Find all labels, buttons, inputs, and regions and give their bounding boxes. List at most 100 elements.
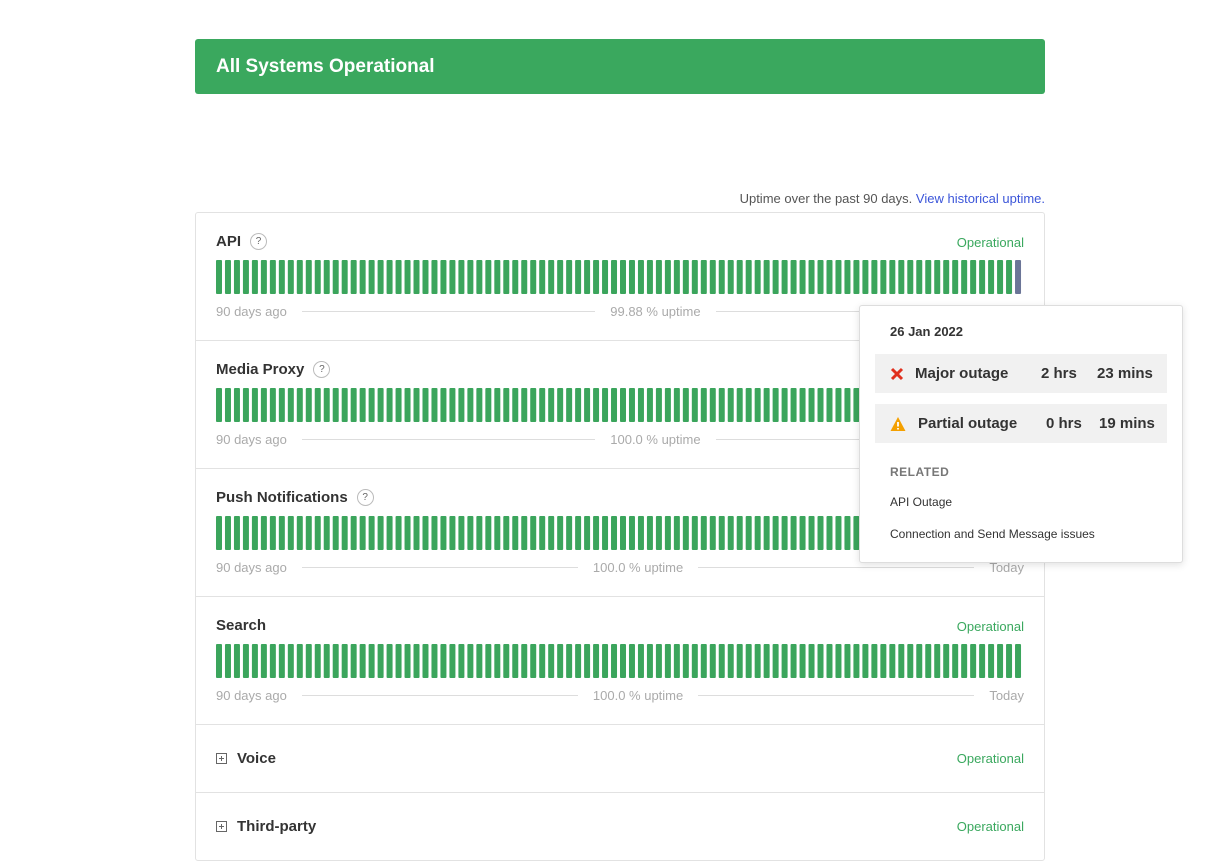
day-bar[interactable]	[611, 516, 618, 550]
day-bar[interactable]	[943, 644, 950, 678]
day-bar[interactable]	[287, 516, 294, 550]
day-bar[interactable]	[664, 644, 671, 678]
day-bar[interactable]	[673, 388, 680, 422]
day-bar[interactable]	[1006, 260, 1013, 294]
day-bar[interactable]	[916, 260, 923, 294]
day-bar[interactable]	[943, 260, 950, 294]
day-bar[interactable]	[691, 260, 698, 294]
day-bar[interactable]	[386, 516, 393, 550]
day-bar[interactable]	[449, 260, 456, 294]
day-bar[interactable]	[413, 644, 420, 678]
day-bar[interactable]	[386, 388, 393, 422]
day-bar[interactable]	[727, 644, 734, 678]
day-bar[interactable]	[709, 516, 716, 550]
day-bar[interactable]	[233, 260, 240, 294]
day-bar[interactable]	[314, 388, 321, 422]
day-bar[interactable]	[350, 516, 357, 550]
day-bar[interactable]	[458, 644, 465, 678]
day-bar[interactable]	[763, 388, 770, 422]
day-bar[interactable]	[790, 644, 797, 678]
day-bar[interactable]	[476, 516, 483, 550]
day-bar[interactable]	[359, 260, 366, 294]
day-bar[interactable]	[503, 388, 510, 422]
day-bar[interactable]	[584, 644, 591, 678]
day-bar[interactable]	[575, 260, 582, 294]
day-bar[interactable]	[584, 516, 591, 550]
day-bar[interactable]	[323, 388, 330, 422]
day-bar[interactable]	[772, 388, 779, 422]
day-bar[interactable]	[575, 644, 582, 678]
day-bar[interactable]	[700, 516, 707, 550]
day-bar[interactable]	[718, 260, 725, 294]
day-bar[interactable]	[332, 260, 339, 294]
day-bar[interactable]	[503, 516, 510, 550]
day-bar[interactable]	[216, 516, 222, 550]
day-bar[interactable]	[341, 388, 348, 422]
day-bar[interactable]	[323, 644, 330, 678]
day-bar[interactable]	[602, 260, 609, 294]
day-bar[interactable]	[628, 388, 635, 422]
day-bar[interactable]	[449, 516, 456, 550]
day-bar[interactable]	[251, 260, 258, 294]
day-bar[interactable]	[350, 644, 357, 678]
day-bar[interactable]	[566, 260, 573, 294]
day-bar[interactable]	[602, 388, 609, 422]
day-bar[interactable]	[646, 388, 653, 422]
day-bar[interactable]	[224, 516, 231, 550]
day-bar[interactable]	[754, 260, 761, 294]
day-bar[interactable]	[458, 516, 465, 550]
day-bar[interactable]	[377, 516, 384, 550]
day-bar[interactable]	[305, 260, 312, 294]
day-bar[interactable]	[862, 644, 869, 678]
day-bar[interactable]	[503, 644, 510, 678]
day-bar[interactable]	[808, 388, 815, 422]
day-bar[interactable]	[359, 388, 366, 422]
day-bar[interactable]	[404, 644, 411, 678]
day-bar[interactable]	[853, 644, 860, 678]
day-bar[interactable]	[251, 644, 258, 678]
day-bar[interactable]	[431, 644, 438, 678]
day-bar[interactable]	[664, 388, 671, 422]
day-bar[interactable]	[539, 260, 546, 294]
day-bar[interactable]	[611, 644, 618, 678]
day-bar[interactable]	[224, 388, 231, 422]
day-bar[interactable]	[260, 644, 267, 678]
day-bar[interactable]	[781, 644, 788, 678]
day-bar[interactable]	[332, 388, 339, 422]
day-bar[interactable]	[709, 644, 716, 678]
day-bar[interactable]	[754, 516, 761, 550]
day-bar[interactable]	[781, 388, 788, 422]
day-bar[interactable]	[664, 516, 671, 550]
day-bar[interactable]	[377, 388, 384, 422]
day-bar[interactable]	[808, 516, 815, 550]
day-bar[interactable]	[763, 260, 770, 294]
day-bar[interactable]	[736, 516, 743, 550]
related-link[interactable]: Connection and Send Message issues	[890, 527, 1095, 541]
day-bar[interactable]	[216, 388, 222, 422]
day-bar[interactable]	[611, 388, 618, 422]
day-bar[interactable]	[682, 644, 689, 678]
day-bar[interactable]	[952, 644, 959, 678]
day-bar[interactable]	[341, 516, 348, 550]
day-bar[interactable]	[332, 516, 339, 550]
day-bar[interactable]	[494, 516, 501, 550]
day-bar[interactable]	[637, 516, 644, 550]
day-bar[interactable]	[979, 260, 986, 294]
day-bar[interactable]	[772, 516, 779, 550]
day-bar[interactable]	[871, 260, 878, 294]
day-bar[interactable]	[512, 516, 519, 550]
day-bar[interactable]	[790, 516, 797, 550]
day-bar[interactable]	[512, 388, 519, 422]
day-bar[interactable]	[287, 388, 294, 422]
day-bar[interactable]	[431, 260, 438, 294]
day-bar[interactable]	[557, 644, 564, 678]
day-bar[interactable]	[422, 516, 429, 550]
day-bar[interactable]	[242, 516, 249, 550]
day-bar[interactable]	[727, 516, 734, 550]
day-bar[interactable]	[727, 388, 734, 422]
day-bar[interactable]	[961, 644, 968, 678]
day-bar[interactable]	[404, 260, 411, 294]
day-bar[interactable]	[718, 644, 725, 678]
day-bar[interactable]	[431, 516, 438, 550]
day-bar[interactable]	[458, 260, 465, 294]
